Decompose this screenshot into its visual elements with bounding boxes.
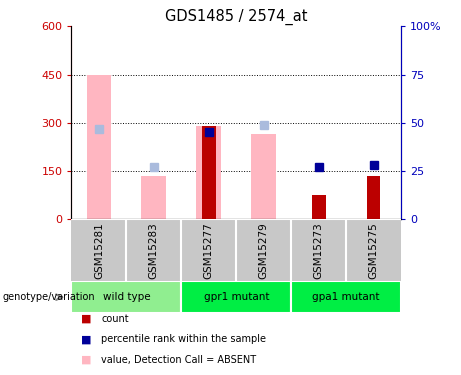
Text: gpr1 mutant: gpr1 mutant bbox=[203, 292, 269, 302]
Text: GSM15275: GSM15275 bbox=[369, 222, 378, 279]
Bar bbox=[87, 75, 111, 219]
Text: GSM15283: GSM15283 bbox=[149, 222, 159, 279]
Bar bbox=[196, 126, 221, 219]
Bar bbox=[367, 176, 380, 219]
Bar bbox=[291, 281, 401, 313]
Text: ■: ■ bbox=[81, 334, 91, 344]
Bar bbox=[202, 126, 216, 219]
Text: value, Detection Call = ABSENT: value, Detection Call = ABSENT bbox=[101, 355, 256, 365]
Text: ■: ■ bbox=[81, 314, 91, 324]
Text: gpa1 mutant: gpa1 mutant bbox=[313, 292, 380, 302]
Text: wild type: wild type bbox=[103, 292, 150, 302]
Bar bbox=[71, 281, 181, 313]
Bar bbox=[251, 134, 276, 219]
Text: GSM15273: GSM15273 bbox=[313, 222, 324, 279]
Text: GSM15279: GSM15279 bbox=[259, 222, 269, 279]
Text: GSM15281: GSM15281 bbox=[94, 222, 104, 279]
Text: percentile rank within the sample: percentile rank within the sample bbox=[101, 334, 266, 344]
Text: genotype/variation: genotype/variation bbox=[2, 292, 95, 302]
Bar bbox=[181, 281, 291, 313]
Text: GSM15277: GSM15277 bbox=[204, 222, 214, 279]
Text: ■: ■ bbox=[81, 355, 91, 365]
Bar bbox=[312, 195, 325, 219]
Text: count: count bbox=[101, 314, 129, 324]
Bar bbox=[142, 176, 166, 219]
Title: GDS1485 / 2574_at: GDS1485 / 2574_at bbox=[165, 9, 307, 25]
